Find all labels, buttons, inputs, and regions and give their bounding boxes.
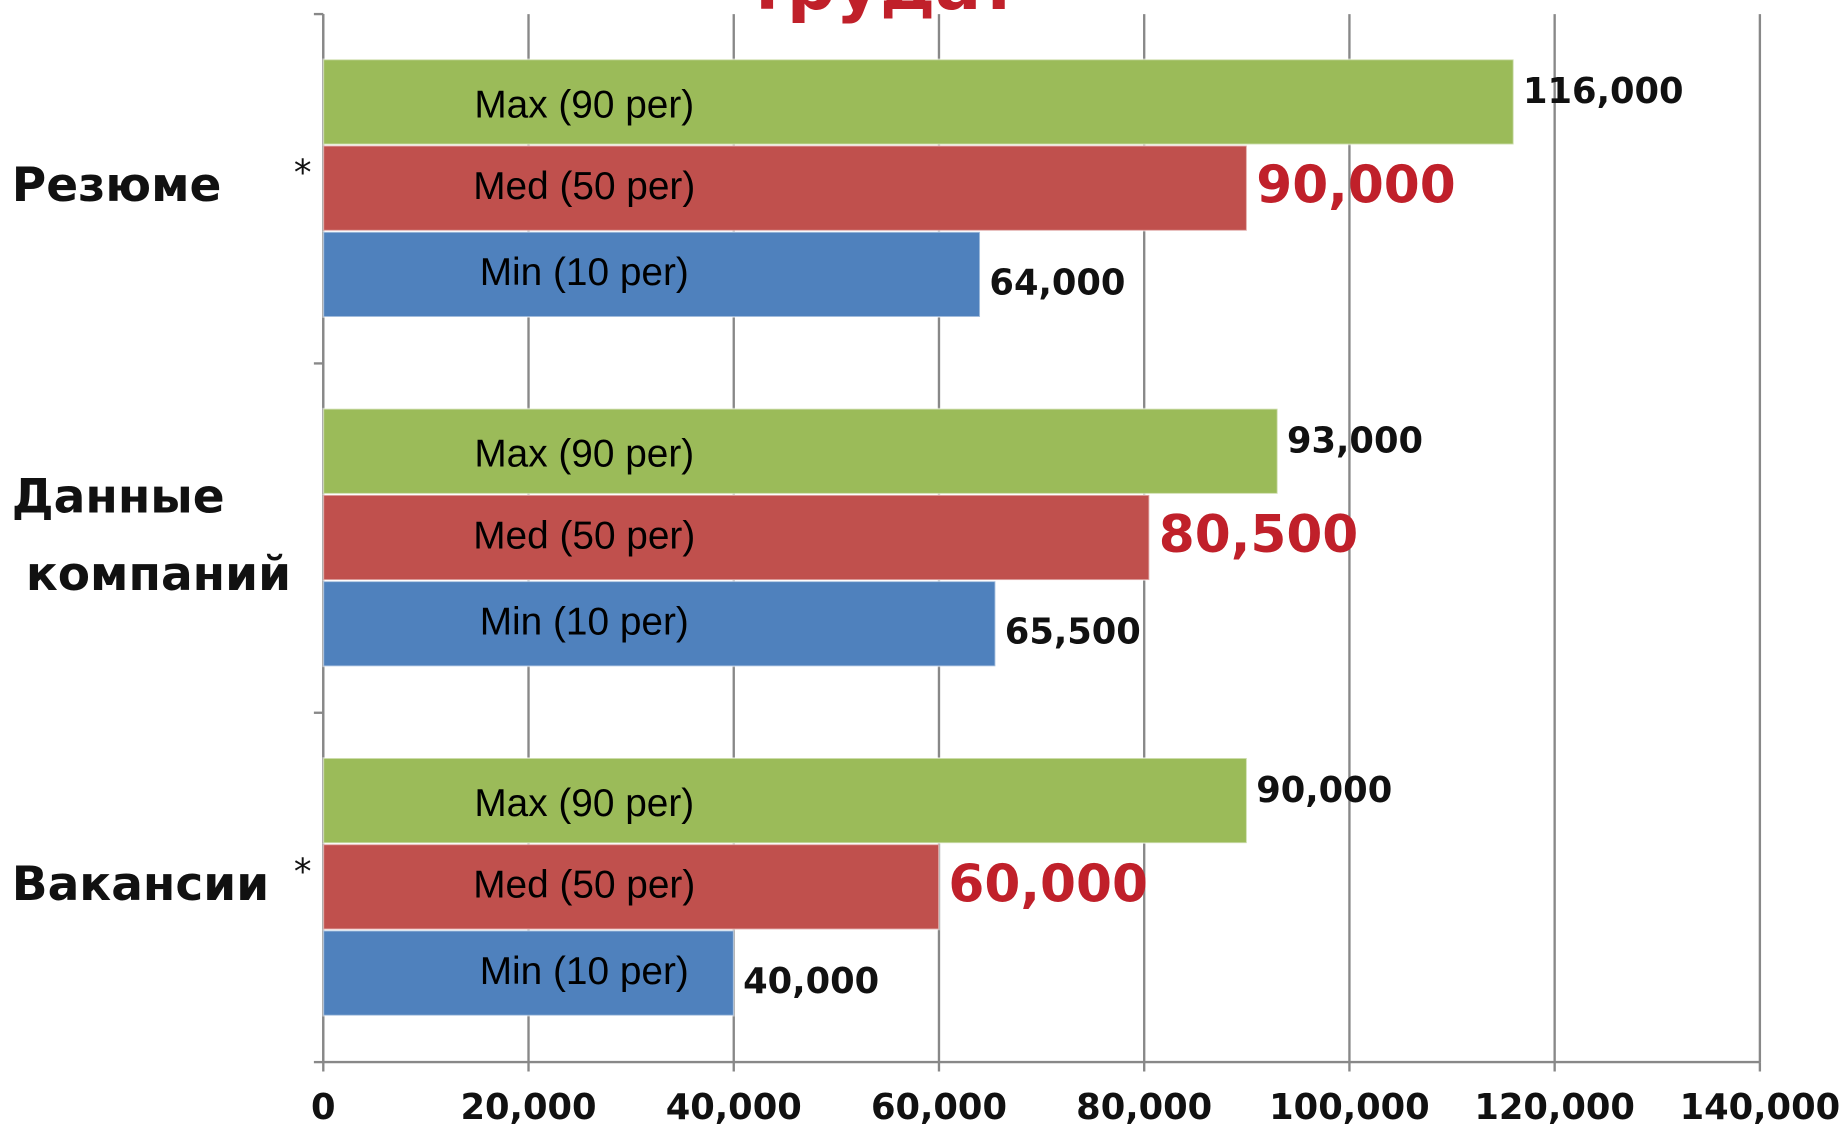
x-tick-label: 20,000 xyxy=(461,1087,597,1128)
x-tick-label: 0 xyxy=(311,1087,336,1128)
x-tick-label: 100,000 xyxy=(1269,1087,1430,1128)
bar xyxy=(322,144,1248,232)
bar xyxy=(322,580,997,668)
value-label: 116,000 xyxy=(1523,71,1684,112)
category-label: Вакансии xyxy=(12,857,269,912)
value-label: 65,500 xyxy=(1005,612,1141,653)
series-label: Max (90 per) xyxy=(474,782,694,825)
series-label: Med (50 per) xyxy=(473,165,695,208)
series-label: Max (90 per) xyxy=(474,83,694,126)
value-label: 64,000 xyxy=(989,262,1125,303)
annotation: * xyxy=(294,851,312,892)
bar xyxy=(322,494,1151,581)
series-label: Max (90 per) xyxy=(474,433,694,476)
value-label: 90,000 xyxy=(1256,156,1456,216)
value-label: 93,000 xyxy=(1287,420,1423,461)
value-label: 90,000 xyxy=(1256,770,1392,811)
value-label: 40,000 xyxy=(743,961,879,1002)
bar xyxy=(322,929,735,1017)
x-tick-label: 40,000 xyxy=(666,1087,802,1128)
series-label: Min (10 per) xyxy=(480,251,689,294)
series-label: Min (10 per) xyxy=(480,950,689,993)
annotation: * xyxy=(294,153,312,194)
bar xyxy=(322,757,1248,845)
series-label: Min (10 per) xyxy=(480,601,689,644)
series-label: Med (50 per) xyxy=(473,864,695,907)
value-label: 60,000 xyxy=(948,854,1148,914)
chart-title: труда? xyxy=(747,0,1020,26)
x-tick-label: 120,000 xyxy=(1474,1087,1635,1128)
value-label: 80,500 xyxy=(1159,505,1359,565)
bar xyxy=(322,58,1515,146)
category-label: Данные компаний xyxy=(12,469,291,601)
x-tick-label: 80,000 xyxy=(1076,1087,1212,1128)
category-label: Резюме xyxy=(12,158,222,213)
bar xyxy=(322,407,1279,495)
bar xyxy=(322,843,940,931)
series-label: Med (50 per) xyxy=(473,514,695,557)
x-tick-label: 60,000 xyxy=(871,1087,1007,1128)
bar xyxy=(322,231,981,318)
x-tick-label: 140,000 xyxy=(1680,1087,1841,1128)
